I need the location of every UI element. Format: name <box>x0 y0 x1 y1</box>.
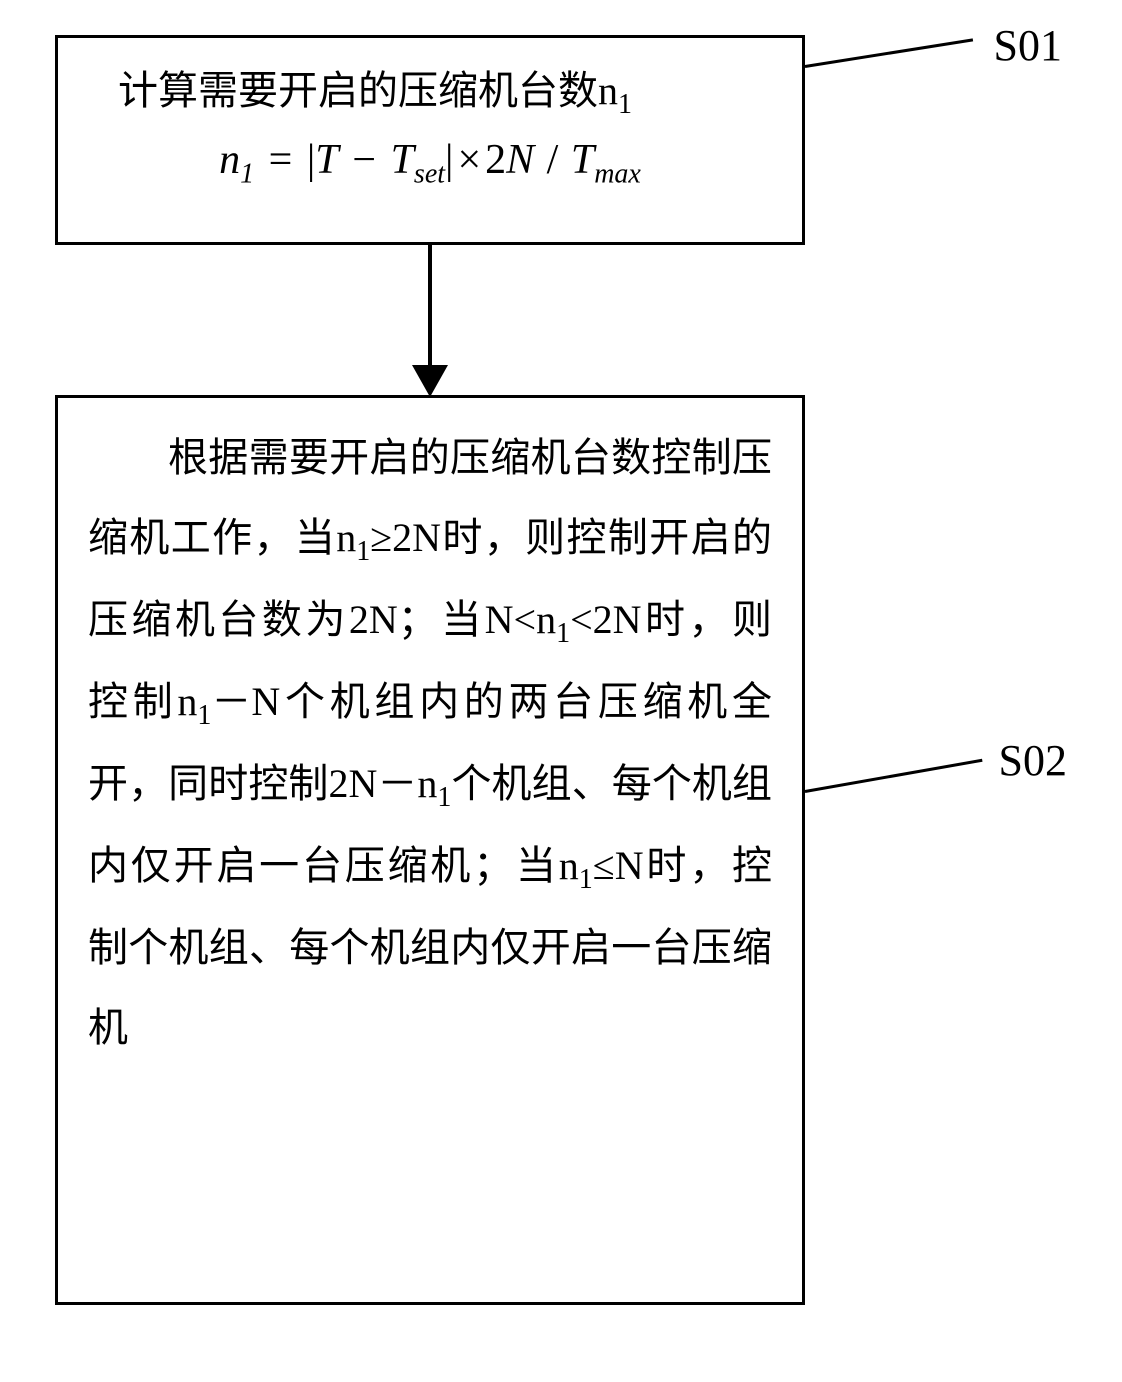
flowchart-container: 计算需要开启的压缩机台数n1 n1 = |T − Tset|×2N / Tmax… <box>0 0 1122 1382</box>
connector-line-s02 <box>805 759 983 793</box>
box1-title-sub: 1 <box>618 89 632 120</box>
formula-abs-open: | <box>307 136 315 184</box>
formula-N: N <box>506 137 534 183</box>
arrow-shaft <box>428 245 432 375</box>
formula-T3: T <box>571 137 594 183</box>
box1-title: 计算需要开启的压缩机台数n1 <box>88 58 772 121</box>
formula-minus: − <box>348 137 380 183</box>
formula-T3-sub: max <box>594 158 641 189</box>
formula: n1 = |T − Tset|×2N / Tmax <box>88 136 772 190</box>
formula-T1: T <box>315 137 338 183</box>
box2-sub5: 1 <box>579 864 593 895</box>
formula-n-sub: 1 <box>240 158 254 189</box>
step-box-s01: 计算需要开启的压缩机台数n1 n1 = |T − Tset|×2N / Tmax <box>55 35 805 245</box>
box2-sub3: 1 <box>197 700 211 731</box>
formula-T2: T <box>391 137 414 183</box>
box2-sub1: 1 <box>356 536 370 567</box>
box1-title-text: 计算需要开启的压缩机台数n <box>118 68 618 113</box>
label-s02: S02 <box>999 735 1067 786</box>
step-box-s02: 根据需要开启的压缩机台数控制压缩机工作，当n1≥2N时，则控制开启的压缩机台数为… <box>55 395 805 1305</box>
formula-slash: / <box>545 137 561 183</box>
formula-eq: = <box>265 137 297 183</box>
formula-times: × <box>453 137 485 183</box>
arrow-head-icon <box>412 365 448 397</box>
box2-sub2: 1 <box>556 618 570 649</box>
box2-content: 根据需要开启的压缩机台数控制压缩机工作，当n1≥2N时，则控制开启的压缩机台数为… <box>88 418 772 1068</box>
connector-line-s01 <box>805 38 973 68</box>
formula-n: n <box>219 137 240 183</box>
box2-sub4: 1 <box>437 782 451 813</box>
formula-T2-sub: set <box>414 158 445 189</box>
label-s01: S01 <box>994 20 1062 71</box>
formula-two: 2 <box>485 137 506 183</box>
